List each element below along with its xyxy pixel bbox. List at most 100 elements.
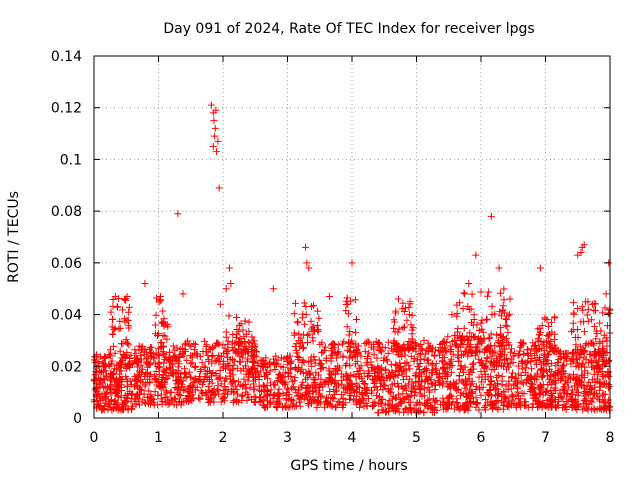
data-point — [312, 369, 320, 377]
data-point — [599, 344, 607, 352]
data-point — [569, 348, 577, 356]
data-point — [502, 315, 510, 323]
data-point — [535, 389, 543, 397]
grid-lines — [94, 56, 610, 418]
data-point — [108, 357, 116, 365]
data-point — [521, 368, 529, 376]
data-point — [431, 398, 439, 406]
data-point — [364, 361, 372, 369]
data-point — [584, 305, 592, 313]
data-point — [108, 315, 116, 323]
data-point — [439, 379, 447, 387]
data-point — [158, 378, 166, 386]
data-point — [368, 387, 376, 395]
data-point — [389, 392, 397, 400]
data-point — [343, 372, 351, 380]
data-point — [296, 367, 304, 375]
data-point — [185, 341, 193, 349]
data-point — [509, 359, 517, 367]
data-point — [402, 372, 410, 380]
data-point — [229, 338, 237, 346]
data-point — [569, 326, 577, 334]
data-point — [299, 331, 307, 339]
data-point — [596, 339, 604, 347]
data-point — [244, 355, 252, 363]
data-point — [338, 340, 346, 348]
data-point — [343, 386, 351, 394]
data-point — [382, 367, 390, 375]
data-point — [147, 343, 155, 351]
data-point — [508, 369, 516, 377]
data-point — [550, 386, 558, 394]
data-point — [364, 367, 372, 375]
data-point — [368, 343, 376, 351]
data-point — [152, 349, 160, 357]
data-point — [492, 355, 500, 363]
data-point — [169, 371, 177, 379]
data-point — [301, 320, 309, 328]
data-point — [291, 299, 299, 307]
data-point — [167, 396, 175, 404]
data-point — [453, 312, 461, 320]
data-point — [487, 378, 495, 386]
data-point — [468, 389, 476, 397]
data-point — [468, 369, 476, 377]
data-point — [265, 360, 273, 368]
data-point — [205, 345, 213, 353]
data-point — [352, 328, 360, 336]
data-point-peak — [156, 292, 164, 300]
data-point — [289, 400, 297, 408]
data-point — [147, 391, 155, 399]
data-point — [593, 330, 601, 338]
data-point — [171, 395, 179, 403]
data-point-peak — [305, 264, 313, 272]
data-point — [259, 381, 267, 389]
data-point — [144, 353, 152, 361]
data-point — [484, 344, 492, 352]
data-point — [408, 330, 416, 338]
data-point — [314, 328, 322, 336]
data-point — [190, 345, 198, 353]
data-point — [474, 334, 482, 342]
data-point — [601, 304, 609, 312]
data-point — [193, 352, 201, 360]
data-point — [558, 363, 566, 371]
data-point — [165, 372, 173, 380]
data-point — [401, 304, 409, 312]
data-point — [201, 373, 209, 381]
data-point — [579, 346, 587, 354]
data-point — [230, 389, 238, 397]
data-point — [157, 339, 165, 347]
data-point — [492, 362, 500, 370]
data-point — [110, 369, 118, 377]
data-point — [439, 348, 447, 356]
data-point — [591, 406, 599, 414]
data-point — [420, 367, 428, 375]
data-point — [374, 343, 382, 351]
data-point — [294, 319, 302, 327]
data-point — [438, 340, 446, 348]
data-point — [352, 315, 360, 323]
data-point — [481, 363, 489, 371]
data-point — [420, 408, 428, 416]
data-point — [249, 358, 257, 366]
data-point — [106, 403, 114, 411]
data-point — [334, 341, 342, 349]
data-point — [326, 388, 334, 396]
data-point — [120, 352, 128, 360]
data-point — [233, 397, 241, 405]
data-point-peak — [325, 292, 333, 300]
data-point — [573, 346, 581, 354]
data-point — [185, 393, 193, 401]
data-point — [475, 326, 483, 334]
data-point — [151, 388, 159, 396]
data-point — [425, 388, 433, 396]
data-point — [313, 321, 321, 329]
data-point — [599, 399, 607, 407]
data-point — [468, 318, 476, 326]
data-point — [415, 342, 423, 350]
data-point — [151, 360, 159, 368]
data-point — [321, 379, 329, 387]
data-point — [306, 393, 314, 401]
data-point — [239, 392, 247, 400]
